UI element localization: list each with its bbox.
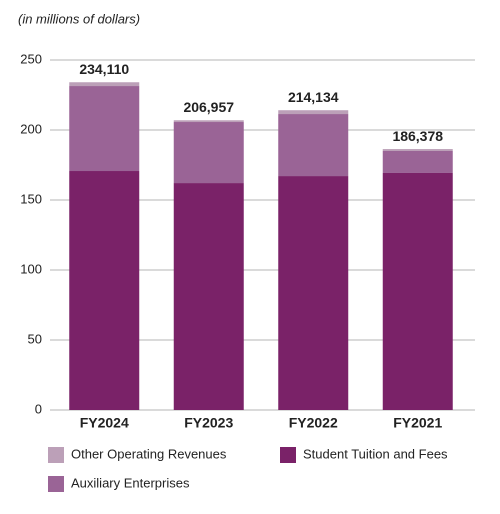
legend-label: Other Operating Revenues xyxy=(71,446,227,461)
y-tick-label: 250 xyxy=(20,51,42,66)
y-tick-label: 100 xyxy=(20,261,42,276)
x-tick-label: FY2024 xyxy=(80,415,129,431)
y-tick-label: 150 xyxy=(20,191,42,206)
bar-segment xyxy=(278,114,349,177)
total-label: 206,957 xyxy=(183,99,234,115)
legend-label: Auxiliary Enterprises xyxy=(71,475,190,490)
bar-segment xyxy=(173,183,244,410)
bar-segment xyxy=(278,176,349,410)
total-label: 186,378 xyxy=(392,128,443,144)
y-tick-label: 0 xyxy=(35,401,42,416)
bar-segment xyxy=(382,149,453,151)
total-label: 234,110 xyxy=(79,61,129,77)
subtitle: (in millions of dollars) xyxy=(18,11,140,26)
bar-segment xyxy=(69,171,140,410)
bar-segment xyxy=(278,110,349,115)
bar-segment xyxy=(382,172,453,410)
bar-segment xyxy=(69,86,140,172)
bar-segment xyxy=(69,82,140,87)
y-tick-label: 200 xyxy=(20,121,42,136)
x-tick-label: FY2022 xyxy=(289,415,338,431)
legend-swatch xyxy=(48,476,64,492)
bar-segment xyxy=(173,120,244,123)
y-tick-label: 50 xyxy=(28,331,42,346)
x-tick-label: FY2023 xyxy=(184,415,233,431)
legend-swatch xyxy=(48,447,64,463)
bar-segment xyxy=(382,151,453,173)
legend-swatch xyxy=(280,447,296,463)
x-tick-label: FY2021 xyxy=(393,415,442,431)
legend-label: Student Tuition and Fees xyxy=(303,446,448,461)
bar-segment xyxy=(173,122,244,184)
total-label: 214,134 xyxy=(288,89,339,105)
